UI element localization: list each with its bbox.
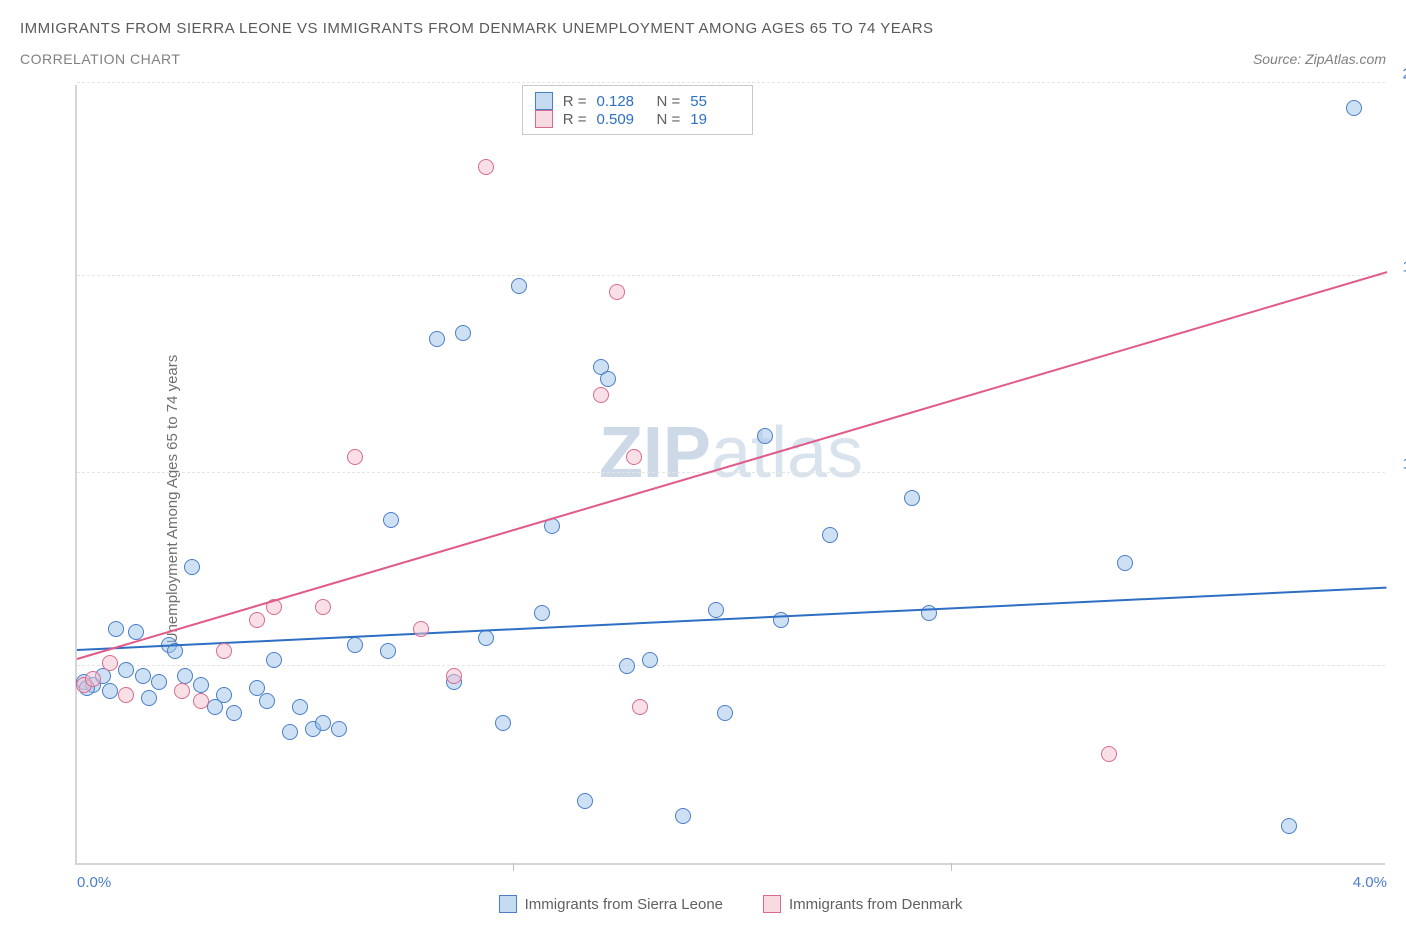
data-point bbox=[216, 643, 232, 659]
data-point bbox=[600, 371, 616, 387]
r-label: R = bbox=[563, 93, 587, 110]
data-point bbox=[259, 693, 275, 709]
data-point bbox=[593, 387, 609, 403]
data-point bbox=[177, 668, 193, 684]
data-point bbox=[717, 705, 733, 721]
data-point bbox=[193, 677, 209, 693]
data-point bbox=[675, 808, 691, 824]
data-point bbox=[478, 159, 494, 175]
data-point bbox=[331, 721, 347, 737]
data-point bbox=[282, 724, 298, 740]
swatch-blue-icon bbox=[535, 92, 553, 110]
data-point bbox=[1346, 100, 1362, 116]
legend-swatch-pink-icon bbox=[763, 895, 781, 913]
stats-row-blue: R = 0.128 N = 55 bbox=[535, 92, 741, 110]
legend-label-pink: Immigrants from Denmark bbox=[789, 896, 962, 913]
data-point bbox=[773, 612, 789, 628]
stats-row-pink: R = 0.509 N = 19 bbox=[535, 110, 741, 128]
n-value-pink: 19 bbox=[690, 111, 740, 128]
legend-item-blue: Immigrants from Sierra Leone bbox=[499, 895, 723, 913]
data-point bbox=[85, 671, 101, 687]
data-point bbox=[118, 662, 134, 678]
page-subtitle: CORRELATION CHART bbox=[20, 51, 934, 67]
x-tick-label: 0.0% bbox=[77, 874, 111, 891]
x-minor-tick bbox=[951, 863, 952, 871]
data-point bbox=[1117, 555, 1133, 571]
y-tick-label: 12.5% bbox=[1402, 456, 1406, 473]
data-point bbox=[266, 652, 282, 668]
y-tick-label: 18.8% bbox=[1402, 259, 1406, 276]
x-minor-tick bbox=[513, 863, 514, 871]
data-point bbox=[822, 527, 838, 543]
swatch-pink-icon bbox=[535, 110, 553, 128]
x-tick-label: 4.0% bbox=[1353, 874, 1387, 891]
data-point bbox=[642, 652, 658, 668]
data-point bbox=[904, 490, 920, 506]
gridline bbox=[77, 82, 1385, 83]
data-point bbox=[577, 793, 593, 809]
data-point bbox=[135, 668, 151, 684]
data-point bbox=[1101, 746, 1117, 762]
data-point bbox=[413, 621, 429, 637]
trend-line bbox=[77, 271, 1388, 660]
legend-item-pink: Immigrants from Denmark bbox=[763, 895, 962, 913]
r-label-2: R = bbox=[563, 111, 587, 128]
data-point bbox=[511, 278, 527, 294]
data-point bbox=[708, 602, 724, 618]
n-value-blue: 55 bbox=[690, 93, 740, 110]
data-point bbox=[184, 559, 200, 575]
data-point bbox=[429, 331, 445, 347]
scatter-plot: ZIPatlas R = 0.128 N = 55 R = 0.509 N = … bbox=[75, 85, 1385, 865]
data-point bbox=[249, 612, 265, 628]
data-point bbox=[619, 658, 635, 674]
data-point bbox=[455, 325, 471, 341]
data-point bbox=[193, 693, 209, 709]
data-point bbox=[534, 605, 550, 621]
page-title: IMMIGRANTS FROM SIERRA LEONE VS IMMIGRAN… bbox=[20, 20, 934, 37]
data-point bbox=[626, 449, 642, 465]
data-point bbox=[347, 637, 363, 653]
data-point bbox=[174, 683, 190, 699]
data-point bbox=[495, 715, 511, 731]
r-value-pink: 0.509 bbox=[596, 111, 646, 128]
data-point bbox=[757, 428, 773, 444]
legend-swatch-blue-icon bbox=[499, 895, 517, 913]
legend-label-blue: Immigrants from Sierra Leone bbox=[525, 896, 723, 913]
data-point bbox=[216, 687, 232, 703]
data-point bbox=[315, 715, 331, 731]
data-point bbox=[102, 655, 118, 671]
n-label-2: N = bbox=[656, 111, 680, 128]
data-point bbox=[632, 699, 648, 715]
data-point bbox=[478, 630, 494, 646]
gridline bbox=[77, 275, 1385, 276]
bottom-legend: Immigrants from Sierra Leone Immigrants … bbox=[75, 895, 1386, 913]
data-point bbox=[380, 643, 396, 659]
data-point bbox=[141, 690, 157, 706]
data-point bbox=[292, 699, 308, 715]
data-point bbox=[609, 284, 625, 300]
data-point bbox=[226, 705, 242, 721]
data-point bbox=[315, 599, 331, 615]
data-point bbox=[347, 449, 363, 465]
gridline bbox=[77, 472, 1385, 473]
y-tick-label: 25.0% bbox=[1402, 66, 1406, 83]
data-point bbox=[446, 668, 462, 684]
data-point bbox=[1281, 818, 1297, 834]
data-point bbox=[108, 621, 124, 637]
data-point bbox=[151, 674, 167, 690]
n-label: N = bbox=[656, 93, 680, 110]
data-point bbox=[383, 512, 399, 528]
stats-legend: R = 0.128 N = 55 R = 0.509 N = 19 bbox=[522, 85, 754, 135]
data-point bbox=[118, 687, 134, 703]
data-point bbox=[102, 683, 118, 699]
chart-container: Unemployment Among Ages 65 to 74 years Z… bbox=[20, 85, 1386, 913]
trend-line bbox=[77, 586, 1387, 650]
source-label: Source: ZipAtlas.com bbox=[1253, 51, 1386, 67]
r-value-blue: 0.128 bbox=[596, 93, 646, 110]
